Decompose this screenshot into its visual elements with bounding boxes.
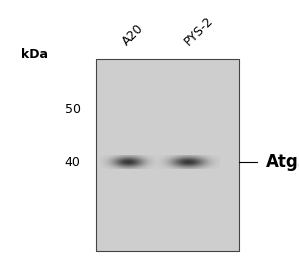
Text: Atg3: Atg3 <box>266 153 299 171</box>
Text: kDa: kDa <box>21 48 48 60</box>
Text: 40: 40 <box>65 156 81 168</box>
Bar <box>96 59 239 251</box>
Text: A20: A20 <box>119 22 146 49</box>
Text: 50: 50 <box>65 103 81 116</box>
Text: PYS-2: PYS-2 <box>182 15 216 49</box>
